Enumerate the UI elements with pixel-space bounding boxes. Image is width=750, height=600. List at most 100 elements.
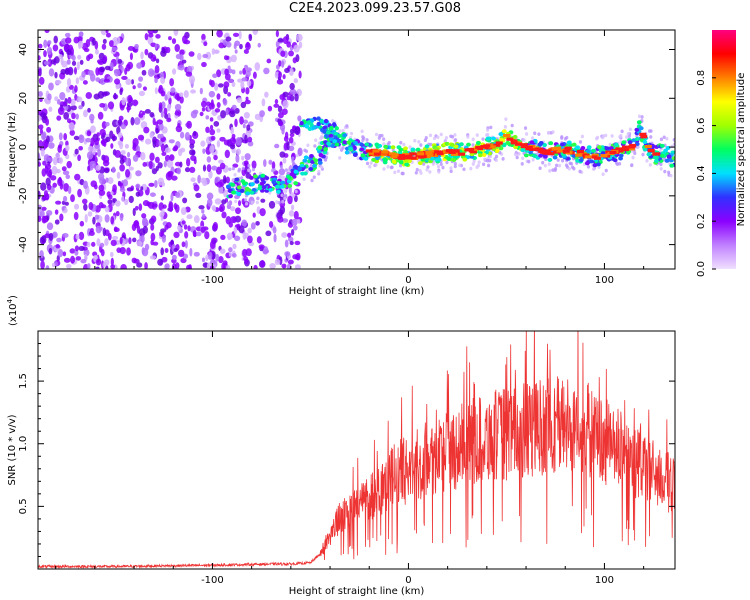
noise-blob: [171, 263, 177, 269]
ridge-halo: [530, 136, 535, 140]
ridge-core: [279, 184, 285, 189]
ridge-core: [552, 155, 558, 160]
ridge-halo: [453, 138, 458, 142]
noise-blob: [228, 247, 233, 253]
noise-blob: [133, 220, 139, 227]
ridge-core: [253, 174, 258, 179]
noise-blob: [236, 97, 243, 103]
noise-blob: [277, 120, 284, 127]
noise-blob: [107, 101, 115, 110]
ridge-halo: [280, 193, 284, 198]
noise-blob: [211, 48, 216, 55]
noise-blob: [67, 186, 72, 195]
noise-blob: [232, 243, 237, 250]
noise-blob: [98, 172, 105, 181]
noise-blob: [41, 131, 47, 140]
noise-blob: [117, 119, 122, 126]
noise-blob: [160, 77, 166, 84]
noise-blob: [149, 111, 155, 118]
noise-blob: [45, 265, 50, 269]
ridge-core: [398, 147, 404, 152]
noise-blob: [294, 126, 301, 135]
ridge-halo: [360, 129, 364, 134]
noise-blob: [185, 71, 193, 77]
noise-blob: [298, 41, 303, 49]
ridge-halo: [615, 162, 619, 166]
noise-blob: [95, 67, 100, 76]
noise-blob: [245, 87, 250, 95]
ridge-upper-branch: [316, 121, 321, 127]
ridge-core: [334, 142, 340, 147]
noise-blob: [75, 233, 80, 240]
noise-blob: [41, 235, 47, 244]
noise-blob: [168, 96, 172, 105]
ridge-core: [538, 153, 543, 158]
ridge-core: [286, 175, 292, 180]
noise-blob: [190, 89, 196, 94]
noise-blob: [63, 182, 70, 192]
noise-blob: [174, 103, 182, 111]
x-tick-label: 0: [405, 575, 411, 586]
noise-blob: [38, 76, 45, 85]
noise-blob: [254, 62, 261, 71]
noise-blob: [279, 151, 286, 158]
noise-blob: [117, 132, 123, 138]
ridge-core: [417, 161, 423, 166]
noise-blob: [77, 188, 82, 198]
noise-blob: [107, 177, 114, 184]
noise-blob: [216, 128, 221, 133]
noise-blob: [73, 36, 80, 44]
noise-blob: [43, 154, 50, 163]
noise-blob: [96, 59, 103, 64]
noise-blob: [278, 71, 282, 79]
ridge-halo: [439, 162, 443, 167]
ridge-core: [236, 185, 242, 190]
noise-blob: [104, 206, 110, 213]
ridge-upper-branch: [331, 122, 337, 127]
ridge-core: [359, 147, 365, 152]
ridge-core: [230, 182, 236, 187]
ridge-peak: [409, 156, 417, 160]
noise-blob: [113, 227, 120, 233]
ridge-halo: [489, 125, 493, 130]
noise-blob: [183, 39, 191, 45]
ridge-core: [293, 169, 299, 174]
noise-blob: [61, 166, 67, 172]
ridge-halo: [331, 119, 335, 123]
noise-blob: [82, 198, 88, 205]
noise-blob: [62, 195, 68, 202]
noise-blob: [142, 225, 148, 234]
noise-blob: [216, 101, 221, 109]
ridge-halo: [625, 135, 629, 139]
ridge-core: [465, 155, 471, 160]
ridge-halo: [595, 135, 600, 140]
ridge-halo: [231, 166, 235, 171]
noise-blob: [87, 165, 91, 172]
ridge-halo: [441, 165, 445, 170]
noise-blob: [268, 200, 276, 209]
noise-blob: [260, 259, 265, 268]
ridge-halo: [633, 151, 637, 156]
ridge-halo: [645, 159, 649, 163]
noise-blob: [77, 154, 82, 162]
ridge-halo: [251, 167, 256, 172]
noise-blob: [134, 205, 139, 211]
noise-blob: [243, 111, 250, 119]
ridge-core: [313, 158, 319, 163]
noise-blob: [68, 122, 75, 131]
ridge-core: [318, 153, 324, 158]
colorbar-tick-label: 0.6: [696, 118, 707, 134]
ridge-peak: [547, 152, 555, 156]
x-tick-label: -100: [201, 275, 224, 286]
noise-blob: [189, 143, 195, 149]
noise-blob: [295, 252, 301, 261]
noise-blob: [48, 247, 53, 255]
ridge-upper-branch: [322, 125, 328, 130]
ridge-halo: [241, 166, 245, 171]
noise-blob: [95, 266, 100, 269]
ridge-upper-branch: [329, 125, 334, 131]
noise-blob: [239, 70, 243, 75]
ridge-halo: [592, 167, 596, 171]
ridge-halo: [428, 133, 433, 138]
ridge-halo: [586, 164, 591, 169]
